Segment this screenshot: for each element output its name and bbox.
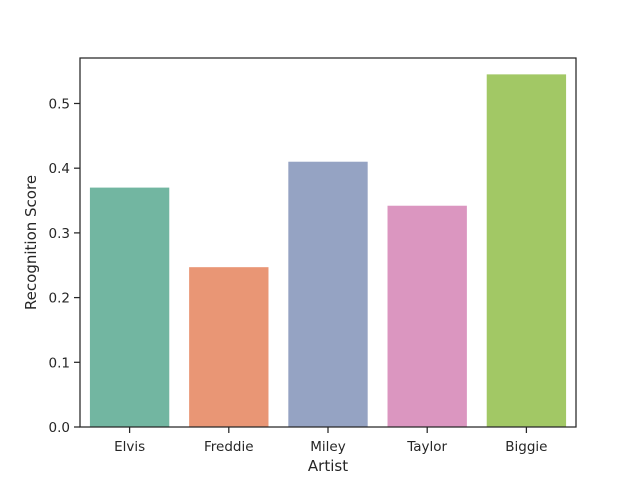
y-tick-label: 0.2: [49, 291, 70, 307]
y-tick-label: 0.0: [49, 420, 70, 436]
bar-taylor: [387, 205, 467, 427]
bar-elvis: [89, 187, 170, 427]
bar-miley: [288, 161, 368, 427]
y-tick-label: 0.4: [49, 161, 70, 177]
bar-freddie: [189, 267, 269, 427]
y-tick-label: 0.1: [49, 355, 70, 371]
x-tick-label-freddie: Freddie: [204, 439, 254, 455]
x-axis-label: Artist: [308, 457, 348, 475]
y-axis-label: Recognition Score: [22, 175, 40, 310]
y-axis: 0.0 0.1 0.2 0.3 0.4 0.5: [49, 96, 80, 436]
plot-frame: [79, 57, 577, 428]
x-tick-label-biggie: Biggie: [505, 439, 547, 455]
bar-biggie: [486, 74, 567, 428]
x-tick-label-elvis: Elvis: [114, 439, 145, 455]
y-tick-label: 0.5: [49, 96, 70, 112]
x-tick-label-taylor: Taylor: [406, 439, 447, 455]
x-axis: Elvis Freddie Miley Taylor Biggie: [114, 427, 548, 455]
bars-layer: [89, 74, 567, 428]
x-tick-label-miley: Miley: [310, 439, 345, 455]
y-tick-label: 0.3: [49, 226, 70, 242]
